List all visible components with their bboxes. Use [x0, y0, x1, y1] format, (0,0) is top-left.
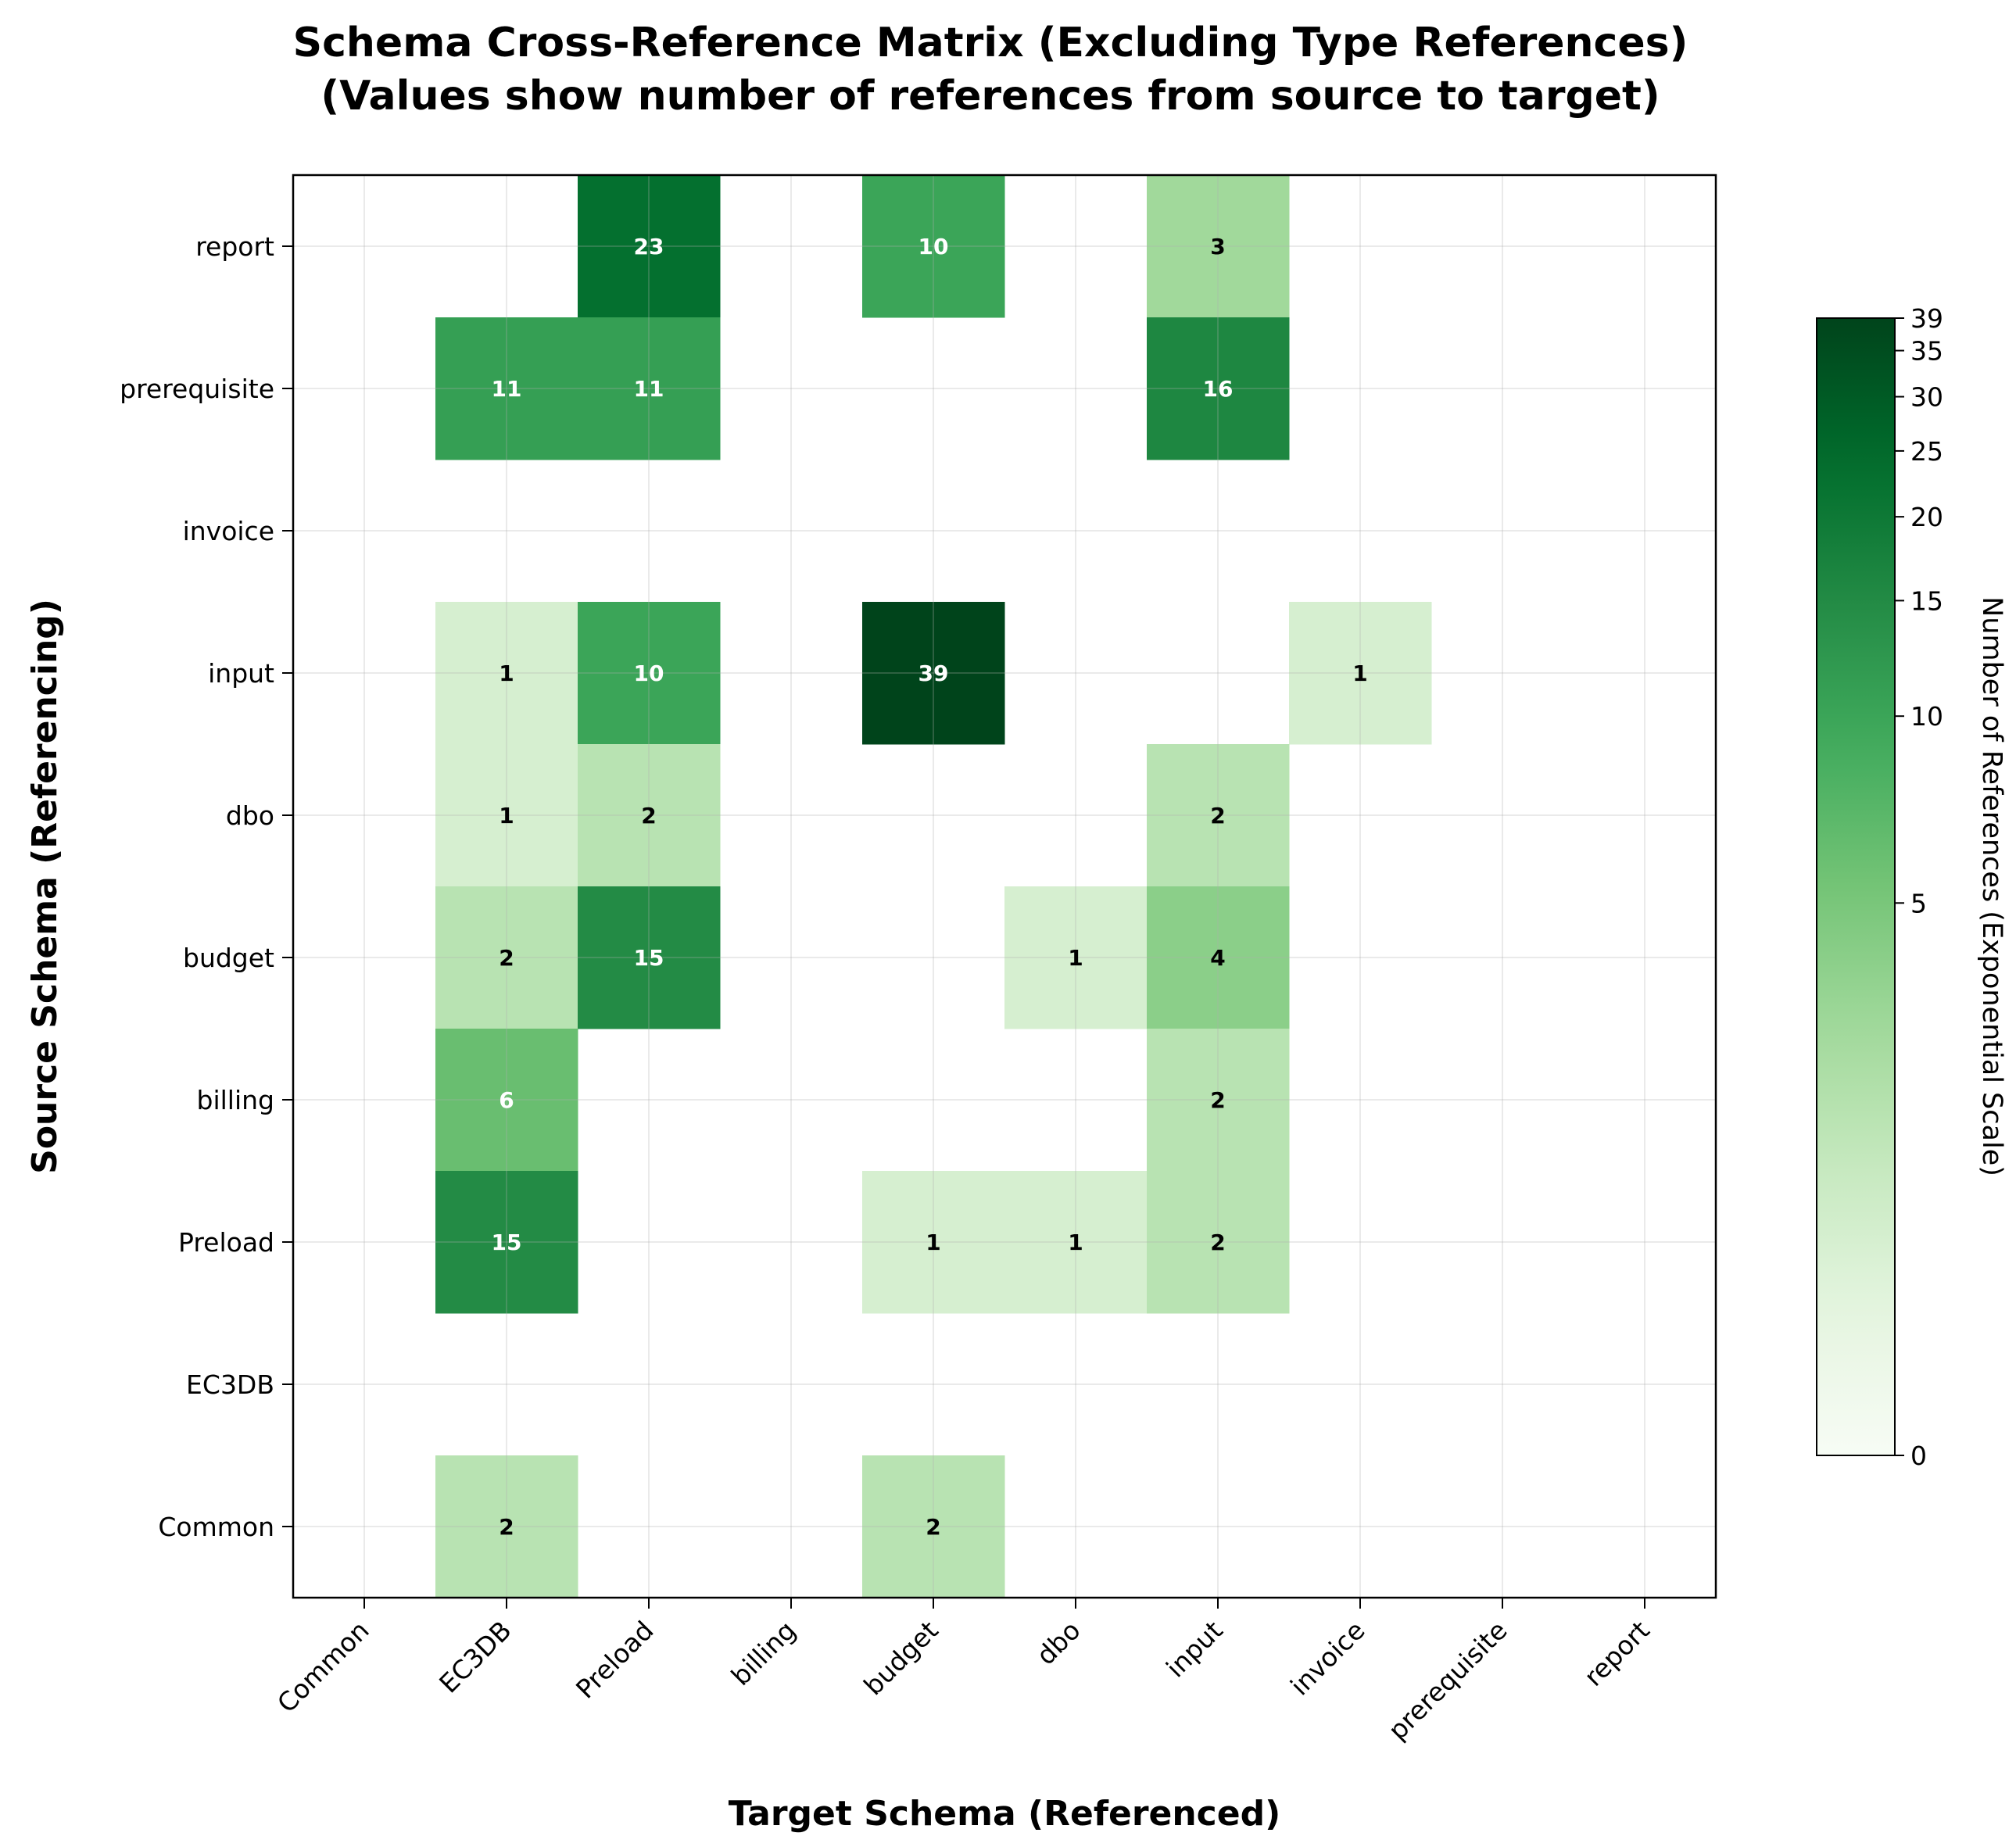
cell-value-label: 1 [1068, 945, 1083, 971]
cell-value-label: 6 [499, 1087, 514, 1113]
colorbar-tick-label: 10 [1910, 701, 1943, 732]
y-tick-label: Common [158, 1512, 274, 1542]
cell-value-label: 1 [1068, 1230, 1083, 1255]
colorbar-tick-label: 0 [1910, 1441, 1927, 1471]
colorbar-tick-label: 39 [1910, 303, 1943, 334]
y-tick-label: report [195, 231, 274, 262]
heatmap-cell [435, 602, 578, 745]
heatmap-cell [578, 317, 721, 460]
x-tick-label: report [1578, 1615, 1656, 1692]
x-axis-ticks: Common EC3DB Preload billing budget dbo input i… [271, 1598, 1656, 1746]
colorbar-tick-label: 35 [1910, 336, 1943, 367]
heatmap-cell [435, 1171, 578, 1314]
heatmap-cell [578, 602, 721, 745]
cell-value-label: 1 [499, 803, 514, 829]
cell-value-label: 2 [1210, 803, 1225, 829]
y-tick-label: input [208, 658, 274, 689]
heatmap-cell [1147, 1029, 1290, 1172]
heatmap-cells [435, 175, 1432, 1598]
x-tick-label: prerequisite [1382, 1615, 1513, 1745]
cell-value-label: 11 [634, 376, 664, 402]
y-tick-label: invoice [183, 516, 274, 546]
cell-value-label: 11 [492, 376, 522, 402]
colorbar-tick-label: 20 [1910, 502, 1943, 532]
heatmap-cell [862, 602, 1005, 745]
chart-title: Schema Cross-Reference Matrix (Excluding… [293, 20, 1688, 66]
y-tick-label: EC3DB [186, 1369, 274, 1400]
x-tick-label: Common [271, 1615, 375, 1719]
heatmap-cell [435, 744, 578, 887]
x-tick-label: invoice [1284, 1615, 1371, 1702]
heatmap-cell [1147, 317, 1290, 460]
heatmap-cell [862, 1171, 1005, 1314]
heatmap-cell [862, 1455, 1005, 1598]
cell-value-label: 3 [1210, 234, 1225, 260]
heatmap-cell [1147, 1171, 1290, 1314]
cell-value-label: 2 [499, 1514, 514, 1540]
cell-value-label: 10 [918, 234, 949, 260]
cell-value-label: 16 [1203, 376, 1234, 402]
cell-value-label: 15 [634, 945, 664, 971]
heatmap-cell [862, 175, 1005, 318]
heatmap-cell [435, 317, 578, 460]
cell-value-labels: 23 10 311 11 161 10 39 11 2 22 15 1 46 215 1 1 22 2 [492, 234, 1368, 1540]
cell-value-label: 15 [492, 1230, 522, 1255]
cell-value-label: 2 [1210, 1230, 1225, 1255]
heatmap-cell [1147, 886, 1290, 1029]
x-tick-label: EC3DB [433, 1615, 517, 1698]
cell-value-label: 4 [1210, 945, 1225, 971]
cell-value-label: 2 [499, 945, 514, 971]
colorbar-gradient [1816, 317, 1896, 1456]
y-tick-label: prerequisite [120, 374, 274, 404]
x-tick-label: input [1160, 1615, 1229, 1684]
x-tick-label: dbo [1030, 1615, 1086, 1670]
heatmap-cell [578, 175, 721, 318]
plot-frame [292, 174, 1717, 1599]
heatmap-cell [1004, 1171, 1148, 1314]
y-tick-label: dbo [226, 800, 274, 831]
cell-value-label: 10 [634, 660, 664, 686]
y-tick-label: billing [197, 1085, 274, 1115]
cell-value-label: 1 [1352, 660, 1367, 686]
colorbar-tick-label: 15 [1910, 585, 1943, 616]
x-tick-label: billing [725, 1615, 802, 1691]
heatmap-cell [1147, 175, 1290, 318]
colorbar-label: Number of References (Exponential Scale) [1976, 596, 2007, 1176]
heatmap-cell [1147, 744, 1290, 887]
x-axis-label: Target Schema (Referenced) [729, 1794, 1280, 1834]
cell-value-label: 2 [926, 1514, 940, 1540]
heatmap-cell [578, 744, 721, 887]
cell-value-label: 23 [634, 234, 664, 260]
y-axis-ticks: report prerequisite invoice input dbo budget b… [120, 231, 293, 1542]
cell-value-label: 2 [1210, 1087, 1225, 1113]
cell-value-label: 1 [926, 1230, 940, 1255]
y-tick-label: budget [183, 943, 274, 973]
grid-lines [293, 175, 1716, 1598]
x-tick-label: budget [858, 1615, 944, 1701]
heatmap-cell [1004, 886, 1148, 1029]
cell-value-label: 39 [918, 660, 949, 686]
colorbar-tick-label: 25 [1910, 436, 1943, 467]
heatmap-cell [435, 1029, 578, 1172]
heatmap-cell [1289, 602, 1432, 745]
y-tick-label: Preload [178, 1227, 274, 1258]
cell-value-label: 1 [499, 660, 514, 686]
colorbar-tick-label: 30 [1910, 382, 1943, 413]
y-axis-label: Source Schema (Referencing) [25, 599, 65, 1174]
heatmap-cell [435, 886, 578, 1029]
chart-subtitle: (Values show number of references from s… [320, 73, 1660, 120]
x-tick-label: Preload [570, 1615, 660, 1705]
cell-value-label: 2 [641, 803, 656, 829]
heatmap-cell [578, 886, 721, 1029]
heatmap-cell [435, 1455, 578, 1598]
colorbar-tick-label: 5 [1910, 888, 1927, 918]
